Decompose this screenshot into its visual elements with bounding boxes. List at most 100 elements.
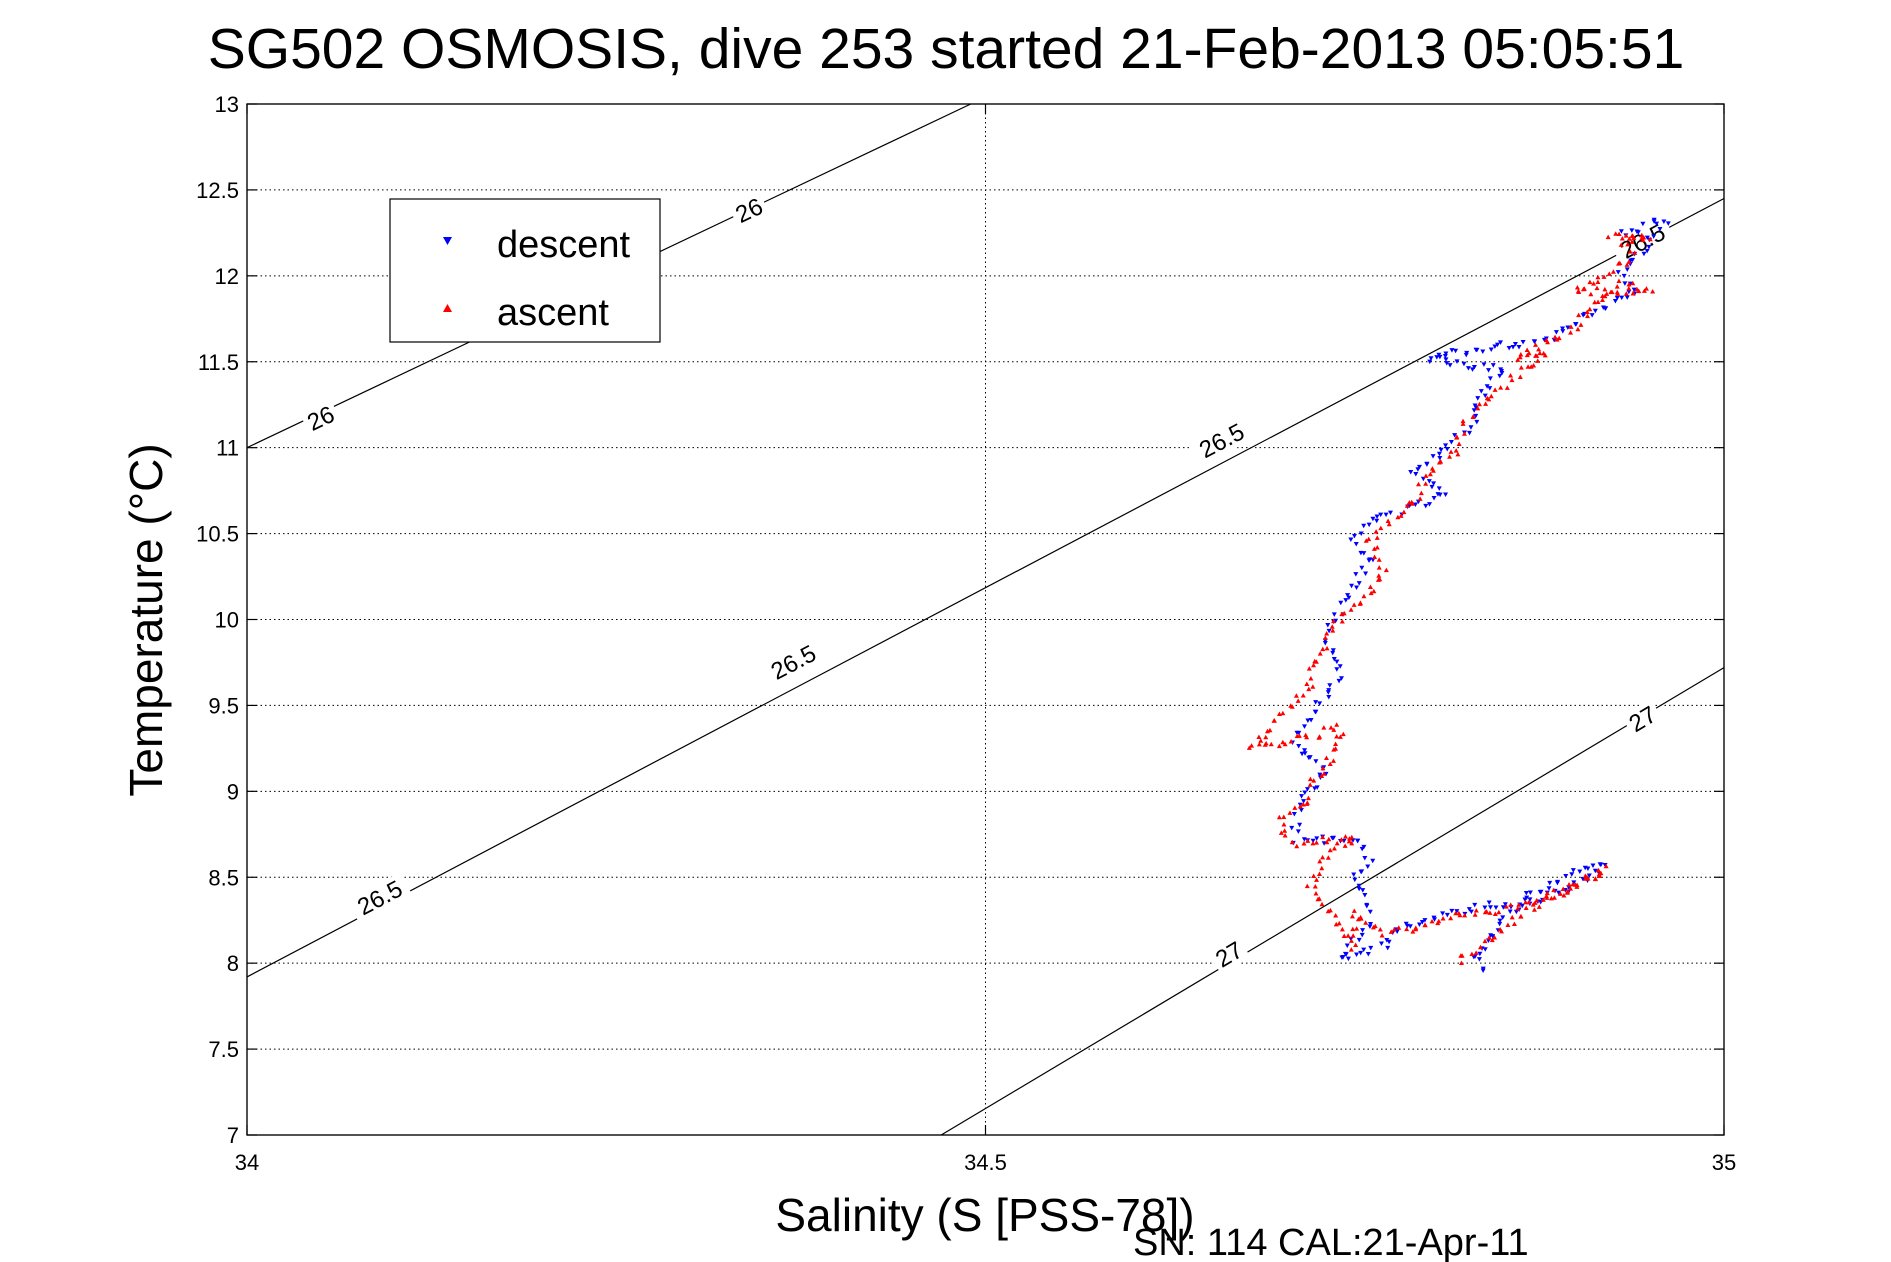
ascent-point xyxy=(1594,285,1600,291)
ascent-point xyxy=(1312,884,1318,889)
ascent-point xyxy=(1477,944,1483,950)
ascent-point xyxy=(1376,573,1382,578)
descent-point xyxy=(1423,503,1429,509)
descent-point xyxy=(1313,709,1319,715)
ascent-point xyxy=(1297,803,1303,809)
ascent-point xyxy=(1536,346,1542,352)
ascent-point xyxy=(1319,865,1325,871)
data-points xyxy=(1246,217,1671,973)
ascent-point xyxy=(1292,805,1298,810)
descent-point xyxy=(1453,348,1459,354)
descent-point xyxy=(1362,856,1368,861)
descent-point xyxy=(1344,943,1350,949)
descent-point xyxy=(1619,295,1625,301)
ascent-point xyxy=(1306,666,1312,671)
descent-point xyxy=(1408,469,1414,475)
ascent-point xyxy=(1518,365,1524,370)
ascent-point xyxy=(1623,233,1629,238)
ascent-point xyxy=(1436,459,1442,465)
serial-calibration-note: SN: 114 CAL:21-Apr-11 xyxy=(1133,1222,1529,1262)
ascent-point xyxy=(1557,891,1563,896)
descent-point xyxy=(1463,352,1469,358)
ascent-point xyxy=(1440,915,1446,921)
descent-point xyxy=(1612,298,1618,304)
descent-point xyxy=(1326,628,1332,634)
descent-point xyxy=(1361,551,1367,556)
ascent-point xyxy=(1351,602,1357,607)
legend-ascent-label: ascent xyxy=(497,292,609,334)
ascent-point xyxy=(1592,299,1598,305)
descent-point xyxy=(1331,657,1337,662)
y-tick-label: 10 xyxy=(215,608,239,633)
ascent-point xyxy=(1568,330,1574,335)
descent-point xyxy=(1354,952,1360,957)
ascent-point xyxy=(1258,738,1264,743)
descent-point xyxy=(1531,339,1537,344)
descent-point xyxy=(1654,221,1660,227)
ascent-point xyxy=(1413,925,1419,930)
descent-point xyxy=(1485,938,1491,944)
descent-point xyxy=(1497,921,1503,927)
ascent-point xyxy=(1310,684,1316,689)
descent-point xyxy=(1338,676,1344,681)
descent-point xyxy=(1443,492,1449,498)
descent-point xyxy=(1506,345,1512,351)
descent-point xyxy=(1444,361,1450,366)
ascent-point xyxy=(1641,288,1647,293)
descent-point xyxy=(1358,869,1364,875)
ascent-point xyxy=(1378,525,1384,531)
ascent-point xyxy=(1262,742,1268,747)
descent-point xyxy=(1580,313,1586,318)
descent-point xyxy=(1436,486,1442,491)
descent-point xyxy=(1494,342,1500,348)
y-tick-label: 9 xyxy=(227,779,239,804)
ascent-point xyxy=(1350,926,1356,932)
descent-point xyxy=(1353,542,1359,547)
ascent-point xyxy=(1246,745,1252,750)
descent-point xyxy=(1305,718,1311,724)
ascent-point xyxy=(1566,882,1572,887)
ascent-point xyxy=(1313,659,1319,664)
ascent-point xyxy=(1453,448,1459,453)
x-axis-label: Salinity (S [PSS-78]) xyxy=(775,1189,1194,1241)
ascent-point xyxy=(1560,886,1566,891)
descent-point xyxy=(1465,366,1471,371)
ascent-point xyxy=(1601,274,1607,279)
legend-descent-marker xyxy=(443,237,452,245)
descent-point xyxy=(1474,419,1480,425)
descent-point xyxy=(1432,917,1438,922)
ascent-point xyxy=(1472,912,1478,917)
descent-point xyxy=(1471,365,1477,370)
descent-point xyxy=(1345,956,1351,962)
descent-point xyxy=(1346,595,1352,601)
ascent-point xyxy=(1327,907,1333,913)
descent-point xyxy=(1592,308,1598,314)
descent-point xyxy=(1454,359,1460,364)
descent-point xyxy=(1385,945,1391,951)
descent-point xyxy=(1356,937,1362,943)
descent-point xyxy=(1651,217,1657,223)
descent-point xyxy=(1461,361,1467,367)
ascent-point xyxy=(1639,232,1645,238)
ascent-point xyxy=(1342,834,1348,839)
descent-point xyxy=(1580,876,1586,882)
descent-point xyxy=(1370,516,1376,522)
descent-point xyxy=(1497,918,1503,924)
ascent-point xyxy=(1496,909,1502,915)
descent-point xyxy=(1590,863,1596,869)
descent-point xyxy=(1416,922,1422,927)
descent-point xyxy=(1296,743,1302,749)
descent-point xyxy=(1419,920,1425,925)
ascent-point xyxy=(1448,449,1454,454)
descent-point xyxy=(1437,354,1443,360)
descent-point xyxy=(1427,359,1433,365)
ascent-point xyxy=(1602,286,1608,292)
descent-point xyxy=(1378,941,1384,947)
ascent-point xyxy=(1416,481,1422,487)
descent-point xyxy=(1468,425,1474,430)
descent-point xyxy=(1326,688,1332,693)
ascent-point xyxy=(1533,342,1539,347)
plot-border xyxy=(246,103,1725,1136)
descent-point xyxy=(1363,571,1369,576)
descent-point xyxy=(1641,251,1647,257)
